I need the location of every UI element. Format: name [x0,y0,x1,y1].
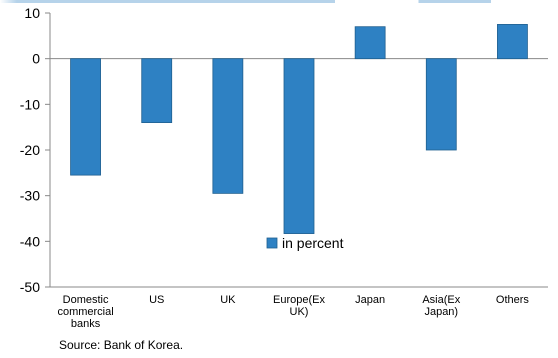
plot-area: 10 0 -10 -20 -30 -40 -50 Domesticcommercialbank… [20,5,548,330]
bar-7 [497,24,528,60]
cropped-title-strip [0,0,558,3]
x-category-label: UK) [290,306,309,318]
y-tick-label: 10 [24,5,40,21]
legend-swatch [266,237,278,249]
bar-chart: 10 0 -10 -20 -30 -40 -50 Domesticcommercialbank… [20,5,548,330]
bar-1 [70,58,101,176]
bar-6 [425,58,457,151]
x-category-label: Europe(Ex [273,294,325,306]
y-tick-label: -40 [20,233,40,249]
x-category-label: UK [220,294,236,306]
bar-4 [283,58,315,234]
bar-3 [212,58,244,194]
x-category-label: Asia(Ex [422,294,460,306]
bar-5 [354,26,386,60]
x-category-label: Domestic [63,294,109,306]
source-note: Source: Bank of Korea. [59,338,184,352]
bar-2 [141,58,173,124]
x-category-label: Japan [355,294,385,306]
x-category-label: Others [496,294,530,306]
y-tick-label: -50 [20,279,40,295]
legend-label: in percent [282,235,344,251]
y-tick-label: 0 [32,51,40,67]
x-category-label: commercial [57,306,113,318]
x-category-label: Japan) [424,306,458,318]
x-category-label: US [149,294,164,306]
y-tick-label: -10 [20,96,40,112]
x-category-label: banks [71,318,101,330]
y-tick-label: -20 [20,142,40,158]
y-tick-label: -30 [20,188,40,204]
